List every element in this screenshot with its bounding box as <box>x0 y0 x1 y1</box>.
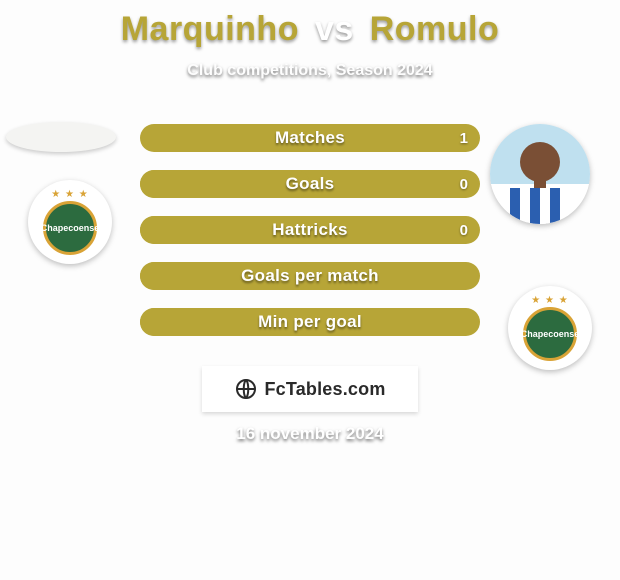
brand-text: FcTables.com <box>264 379 385 400</box>
stat-label: Min per goal <box>140 308 480 336</box>
badge-inner: Chapecoense <box>523 307 577 361</box>
player1-name: Marquinho <box>121 10 299 48</box>
player2-photo-svg <box>490 124 590 224</box>
stat-label: Hattricks <box>140 216 480 244</box>
stat-label: Matches <box>140 124 480 152</box>
comparison-date: 16 november 2024 <box>0 424 620 444</box>
stat-label: Goals <box>140 170 480 198</box>
stat-bar: Min per goal <box>140 308 480 336</box>
club-name: Chapecoense <box>41 224 100 233</box>
stat-bar: Hattricks0 <box>140 216 480 244</box>
fctables-logo-icon <box>234 377 258 401</box>
comparison-subtitle: Club competitions, Season 2024 <box>0 62 620 80</box>
player2-photo <box>490 124 590 224</box>
player1-club-badge: ★ ★ ★ Chapecoense <box>28 180 112 264</box>
club-name: Chapecoense <box>521 330 580 339</box>
stat-bar: Matches1 <box>140 124 480 152</box>
brand-box: FcTables.com <box>202 366 418 412</box>
player1-photo-placeholder <box>6 122 116 152</box>
stat-bar: Goals per match <box>140 262 480 290</box>
stat-label: Goals per match <box>140 262 480 290</box>
comparison-title: Marquinho vs Romulo <box>0 10 620 49</box>
stat-value-right: 1 <box>460 124 468 152</box>
badge-inner: Chapecoense <box>43 201 97 255</box>
player2-club-badge: ★ ★ ★ Chapecoense <box>508 286 592 370</box>
stat-bar: Goals0 <box>140 170 480 198</box>
badge-stars-icon: ★ ★ ★ <box>531 295 568 306</box>
badge-stars-icon: ★ ★ ★ <box>51 189 88 200</box>
stat-bars: Matches1Goals0Hattricks0Goals per matchM… <box>140 124 480 354</box>
player2-name: Romulo <box>370 10 500 48</box>
title-vs: vs <box>315 10 354 48</box>
stat-value-right: 0 <box>460 170 468 198</box>
stat-value-right: 0 <box>460 216 468 244</box>
